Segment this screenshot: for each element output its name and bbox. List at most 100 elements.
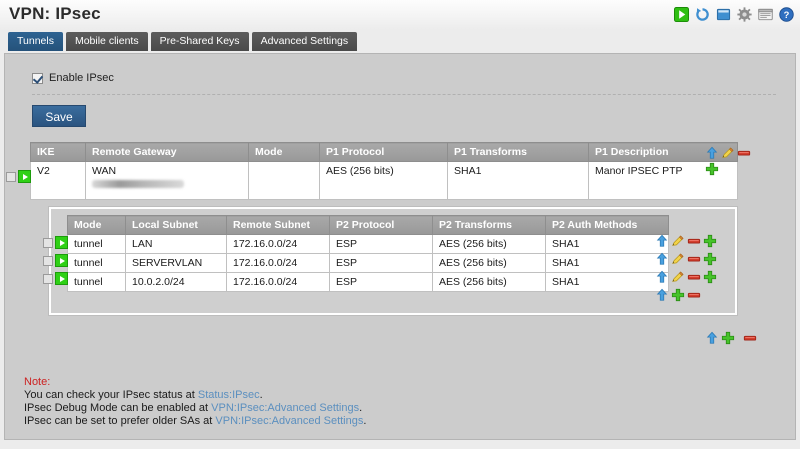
table-row[interactable]: tunnel 10.0.2.0/24 172.16.0.0/24 ESP AES… [67,272,669,292]
icon-cluster [705,331,761,345]
icon-cluster [655,270,735,284]
add-icon[interactable] [703,270,717,284]
start-service-icon[interactable] [674,7,689,22]
header-icon-group: ? [674,7,794,22]
delete-icon[interactable] [687,270,701,284]
tab-mobile-clients[interactable]: Mobile clients [65,32,148,51]
delete-icon[interactable] [687,252,701,266]
note-link-advanced-settings-debug[interactable]: VPN:IPsec:Advanced Settings [211,402,360,414]
phase1-table: IKE Remote Gateway Mode P1 Protocol P1 T… [30,142,738,200]
delete-icon[interactable] [737,146,751,160]
icon-cluster [655,234,735,248]
help-icon[interactable]: ? [779,7,794,22]
note-line: IPsec can be set to prefer older SAs at … [24,415,366,428]
content-panel: Enable IPsec Save IKE Remote Gateway Mod… [4,53,796,440]
col-p1-transforms: P1 Transforms [447,142,589,162]
cell-p2-auth: SHA1 [545,272,669,292]
phase1-header-row: IKE Remote Gateway Mode P1 Protocol P1 T… [30,142,738,162]
cell-p2-transforms: AES (256 bits) [432,253,546,273]
row-enabled-status-icon[interactable] [55,254,68,267]
row-select-checkbox[interactable] [43,237,53,248]
restart-service-icon[interactable] [695,7,710,22]
log-viewer-icon[interactable] [758,7,773,22]
stop-service-icon[interactable] [716,7,731,22]
add-icon[interactable] [705,162,719,176]
col-remote-subnet: Remote Subnet [226,215,330,235]
row-select-checkbox[interactable] [43,273,53,284]
cell-remote-subnet: 172.16.0.0/24 [226,253,330,273]
phase2-row-controls[interactable] [43,236,68,249]
phase1-row-controls[interactable] [6,170,31,183]
table-row[interactable]: tunnel LAN 172.16.0.0/24 ESP AES (256 bi… [67,234,669,254]
col-ike: IKE [30,142,86,162]
icon-cluster [655,252,735,266]
table-row[interactable]: V2 WAN AES (256 bits) SHA1 Manor IPSEC P… [30,161,738,200]
divider [32,94,776,95]
delete-icon[interactable] [687,288,701,302]
svg-text:?: ? [784,10,790,20]
cell-remote-subnet: 172.16.0.0/24 [226,234,330,254]
col-remote-gateway: Remote Gateway [85,142,249,162]
edit-icon[interactable] [671,234,685,248]
note-heading: Note: [24,376,51,388]
move-up-icon[interactable] [655,252,669,266]
cell-p2-protocol: ESP [329,272,433,292]
note-link-advanced-settings-sa[interactable]: VPN:IPsec:Advanced Settings [215,415,364,427]
cell-p2-mode: tunnel [67,253,126,273]
edit-icon[interactable] [721,146,735,160]
phase2-row-controls[interactable] [43,254,68,267]
cell-p2-mode: tunnel [67,272,126,292]
col-p2-transforms: P2 Transforms [432,215,546,235]
move-up-icon[interactable] [705,146,719,160]
col-p2-protocol: P2 Protocol [329,215,433,235]
settings-gear-icon[interactable] [737,7,752,22]
cell-p1-description[interactable]: Manor IPSEC PTP [588,161,738,200]
add-icon[interactable] [703,234,717,248]
row-select-checkbox[interactable] [6,171,16,182]
tab-advanced-settings[interactable]: Advanced Settings [251,32,358,51]
remote-gateway-label: WAN [92,165,117,177]
cell-local-subnet: SERVERVLAN [125,253,227,273]
note-line-suffix: . [359,402,363,414]
cell-local-subnet: 10.0.2.0/24 [125,272,227,292]
tab-pre-shared-keys[interactable]: Pre-Shared Keys [150,32,249,51]
add-icon[interactable] [671,288,685,302]
row-enabled-status-icon[interactable] [55,272,68,285]
enable-ipsec-checkbox[interactable] [32,72,43,84]
note-line-text: You can check your IPsec status at [24,389,198,401]
cell-mode [248,161,320,200]
move-up-icon[interactable] [655,288,669,302]
enable-ipsec-row[interactable]: Enable IPsec [32,72,114,84]
note-line-suffix: . [259,389,263,401]
phase2-row-actions [655,234,735,302]
note-block: Note: You can check your IPsec status at… [24,376,366,428]
add-icon[interactable] [721,331,735,345]
note-link-status-ipsec[interactable]: Status:IPsec [197,389,260,401]
phase2-header-row: Mode Local Subnet Remote Subnet P2 Proto… [67,215,669,235]
col-p1-description: P1 Description [588,142,738,162]
phase2-row-controls[interactable] [43,272,68,285]
cell-p1-protocol: AES (256 bits) [319,161,448,200]
cell-p2-protocol: ESP [329,234,433,254]
note-line: You can check your IPsec status at Statu… [24,389,366,402]
row-enabled-status-icon[interactable] [18,170,31,183]
row-enabled-status-icon[interactable] [55,236,68,249]
row-select-checkbox[interactable] [43,255,53,266]
tab-tunnels[interactable]: Tunnels [8,32,63,51]
titlebar: VPN: IPsec [0,0,800,31]
move-up-icon[interactable] [655,234,669,248]
move-up-icon[interactable] [655,270,669,284]
note-line-suffix: . [363,415,367,427]
edit-icon[interactable] [671,252,685,266]
table-row[interactable]: tunnel SERVERVLAN 172.16.0.0/24 ESP AES … [67,253,669,273]
phase2-footer-actions [655,288,735,302]
edit-icon[interactable] [671,270,685,284]
delete-icon[interactable] [743,331,757,345]
move-up-icon[interactable] [705,331,719,345]
cell-ike: V2 [30,161,86,200]
delete-icon[interactable] [687,234,701,248]
add-icon[interactable] [703,252,717,266]
save-button[interactable]: Save [32,105,86,127]
col-local-subnet: Local Subnet [125,215,227,235]
